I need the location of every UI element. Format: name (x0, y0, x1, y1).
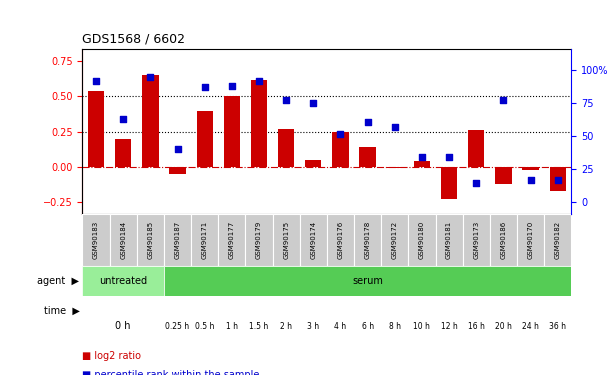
Text: GSM90185: GSM90185 (147, 221, 153, 259)
Bar (115, 139, 131, 167)
Bar (191, 214, 218, 266)
Bar (468, 130, 485, 167)
Point (227, 83, 236, 89)
Text: GSM90179: GSM90179 (256, 221, 262, 259)
Bar (490, 214, 517, 266)
Bar (109, 214, 137, 266)
Point (390, 124, 400, 130)
Text: GSM90180: GSM90180 (419, 221, 425, 259)
Text: time  ▶: time ▶ (43, 306, 79, 316)
Bar (137, 214, 164, 266)
Point (91, 78, 101, 84)
Bar (381, 214, 408, 266)
Text: GSM90182: GSM90182 (555, 221, 561, 259)
Text: untreated: untreated (99, 276, 147, 286)
Text: 36 h: 36 h (549, 322, 566, 331)
Text: serum: serum (352, 276, 383, 286)
Text: ■ percentile rank within the sample: ■ percentile rank within the sample (82, 370, 260, 375)
Bar (544, 214, 571, 266)
Text: 1.5 h: 1.5 h (249, 322, 269, 331)
Bar (517, 214, 544, 266)
Text: GSM90176: GSM90176 (337, 221, 343, 259)
Text: GSM90187: GSM90187 (175, 221, 180, 259)
Text: GSM90177: GSM90177 (229, 221, 235, 259)
Bar (359, 147, 376, 167)
Text: 12 h: 12 h (441, 322, 458, 331)
Bar (436, 214, 463, 266)
Text: agent  ▶: agent ▶ (37, 276, 79, 286)
Point (363, 118, 373, 124)
Point (417, 154, 427, 160)
Text: GSM90171: GSM90171 (202, 221, 208, 259)
Bar (251, 80, 267, 167)
Point (553, 177, 563, 183)
Text: 3 h: 3 h (307, 322, 320, 331)
Point (471, 180, 481, 186)
Bar (327, 214, 354, 266)
Bar (164, 266, 571, 296)
Point (200, 84, 210, 90)
Point (254, 78, 264, 84)
Point (173, 147, 183, 153)
Bar (387, 167, 403, 168)
Bar (496, 167, 511, 183)
Bar (246, 214, 273, 266)
Point (335, 130, 345, 136)
Text: 1 h: 1 h (226, 322, 238, 331)
Text: GDS1568 / 6602: GDS1568 / 6602 (82, 32, 186, 45)
Text: 16 h: 16 h (468, 322, 485, 331)
Bar (463, 214, 490, 266)
Text: 8 h: 8 h (389, 322, 401, 331)
Bar (354, 214, 381, 266)
Text: 0.5 h: 0.5 h (195, 322, 214, 331)
Text: 20 h: 20 h (495, 322, 512, 331)
Text: GSM90170: GSM90170 (527, 221, 533, 259)
Text: 10 h: 10 h (414, 322, 430, 331)
Bar (305, 160, 321, 167)
Text: GSM90184: GSM90184 (120, 221, 126, 259)
Bar (218, 214, 246, 266)
Text: 2 h: 2 h (280, 322, 292, 331)
Text: GSM90174: GSM90174 (310, 221, 316, 259)
Text: GSM90186: GSM90186 (500, 221, 507, 259)
Bar (82, 214, 109, 266)
Point (145, 74, 155, 80)
Bar (273, 214, 300, 266)
Text: GSM90175: GSM90175 (283, 221, 289, 259)
Point (119, 116, 128, 122)
Bar (408, 214, 436, 266)
Bar (197, 111, 213, 167)
Point (281, 98, 291, 104)
Bar (300, 214, 327, 266)
Bar (414, 161, 430, 167)
Bar (88, 91, 104, 167)
Text: ■ log2 ratio: ■ log2 ratio (82, 351, 142, 361)
Bar (164, 214, 191, 266)
Bar (169, 167, 186, 174)
Text: GSM90181: GSM90181 (446, 221, 452, 259)
Bar (549, 167, 566, 190)
Text: 6 h: 6 h (362, 322, 374, 331)
Text: 24 h: 24 h (522, 322, 539, 331)
Point (309, 100, 318, 106)
Bar (278, 129, 295, 167)
Text: 0 h: 0 h (115, 321, 131, 331)
Bar (441, 167, 457, 199)
Text: 4 h: 4 h (334, 322, 346, 331)
Text: GSM90172: GSM90172 (392, 221, 398, 259)
Bar (142, 75, 158, 167)
Bar (332, 132, 349, 167)
Text: GSM90183: GSM90183 (93, 221, 99, 259)
Point (525, 177, 535, 183)
Text: GSM90173: GSM90173 (474, 221, 479, 259)
Bar (522, 167, 539, 170)
Bar (224, 96, 240, 167)
Text: GSM90178: GSM90178 (365, 221, 371, 259)
Point (444, 154, 454, 160)
Text: 0.25 h: 0.25 h (166, 322, 189, 331)
Point (499, 98, 508, 104)
Bar (82, 266, 164, 296)
